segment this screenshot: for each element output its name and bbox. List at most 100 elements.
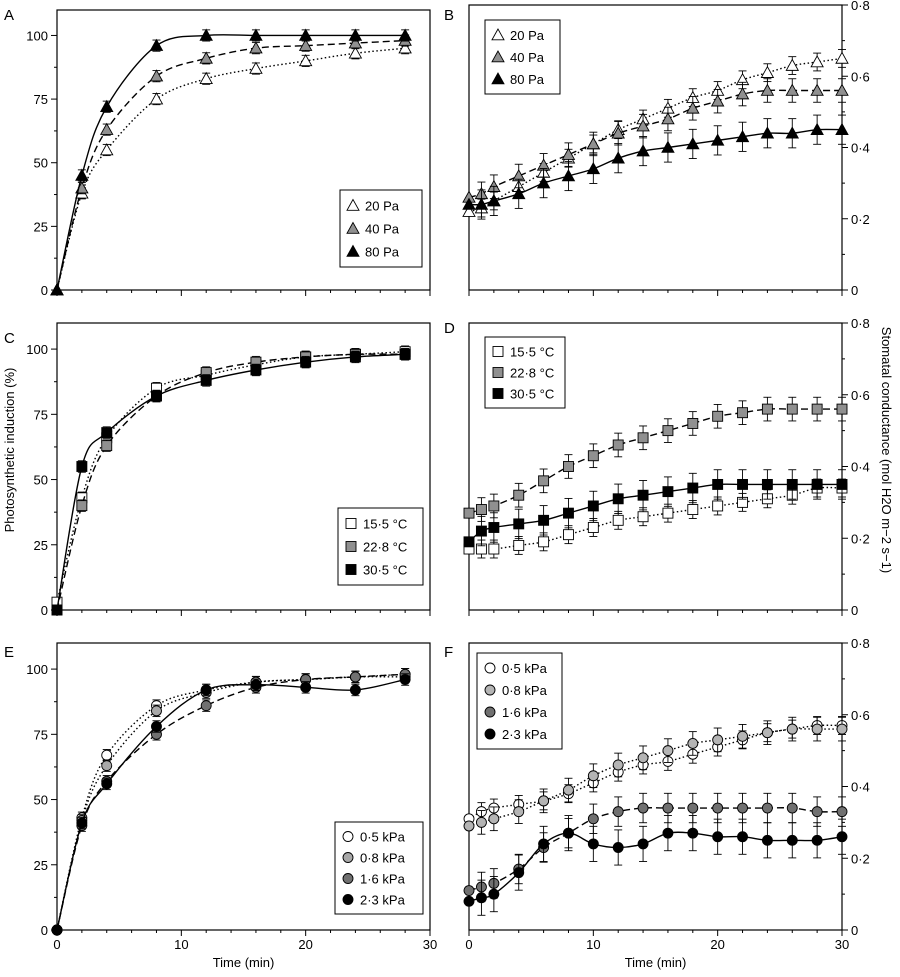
data-point: [835, 83, 849, 96]
data-point: [612, 514, 624, 526]
data-point: [200, 700, 212, 712]
data-point: [99, 143, 114, 156]
data-point: [474, 197, 489, 210]
legend-label: 1·6 kPa: [360, 872, 406, 887]
data-point: [76, 500, 88, 512]
data-point: [662, 486, 674, 498]
data-point: [463, 895, 475, 907]
data-point: [249, 28, 263, 41]
legend-label: 20 Pa: [510, 28, 545, 43]
data-point: [488, 543, 500, 555]
y-tick-label: 0·8: [851, 636, 870, 651]
y-tick-label: 0·4: [851, 141, 870, 156]
data-point: [737, 730, 748, 742]
data-point: [99, 99, 114, 112]
series-line: [56, 353, 406, 611]
data-point: [712, 831, 724, 843]
series-2: [463, 716, 848, 835]
legend-label: 22·8 °C: [363, 540, 407, 555]
data-point: [612, 439, 624, 451]
y-tick-label: 100: [26, 662, 48, 677]
series-3: [50, 28, 412, 296]
data-point: [475, 525, 487, 537]
data-point: [349, 684, 361, 696]
series-line: [468, 724, 843, 820]
data-point: [687, 482, 699, 494]
legend-marker: [345, 518, 357, 529]
legend-marker: [484, 728, 496, 740]
data-point: [348, 46, 363, 59]
data-point: [836, 403, 848, 415]
data-point: [475, 892, 487, 904]
data-point: [737, 478, 748, 490]
series-4: [51, 673, 411, 936]
legend-marker: [484, 706, 496, 718]
data-point: [710, 94, 725, 107]
data-point: [75, 168, 89, 181]
panel-label: A: [4, 7, 14, 24]
data-point: [462, 197, 476, 210]
series-line: [56, 673, 406, 931]
legend-label: 15·5 °C: [363, 517, 407, 532]
data-point: [101, 749, 113, 761]
x-tick-label: 0: [53, 937, 60, 952]
data-point: [513, 539, 525, 551]
legend-marker: [491, 72, 505, 85]
y-tick-label: 0·2: [851, 212, 870, 227]
legend: 0·5 kPa 0·8 kPa 1·6 kPa 2·3 kPa: [334, 821, 424, 915]
data-point: [612, 806, 624, 818]
data-point: [298, 53, 313, 67]
data-point: [811, 403, 823, 415]
data-point: [785, 126, 800, 139]
legend-marker: [342, 831, 354, 842]
legend-marker: [484, 684, 496, 696]
data-point: [587, 522, 599, 533]
data-point: [761, 802, 773, 814]
data-point: [51, 924, 63, 936]
left-y-axis-label: Photosynthetic induction (%): [2, 368, 17, 533]
y-tick-label: 0·4: [851, 780, 870, 795]
legend-marker: [346, 221, 360, 234]
data-point: [149, 38, 164, 51]
legend-label: 0·5 kPa: [502, 661, 548, 676]
data-point: [811, 806, 823, 818]
data-point: [488, 888, 500, 900]
panel-label: E: [4, 644, 14, 661]
data-point: [687, 802, 699, 814]
legend-marker: [346, 244, 360, 257]
legend-marker: [342, 852, 354, 863]
series-line: [56, 47, 406, 291]
data-point: [835, 122, 849, 135]
data-point: [488, 522, 500, 533]
data-point: [587, 450, 599, 462]
data-point: [662, 425, 674, 437]
data-point: [300, 356, 312, 368]
panel-label: F: [444, 644, 453, 661]
data-point: [662, 745, 674, 757]
legend-label: 2·3 kPa: [360, 893, 406, 908]
data-point: [487, 194, 501, 207]
data-point: [348, 28, 363, 41]
data-point: [538, 838, 550, 850]
y-tick-label: 0·6: [851, 388, 870, 403]
data-point: [349, 671, 361, 683]
y-tick-label: 100: [26, 342, 48, 357]
data-point: [760, 83, 775, 96]
data-point: [836, 478, 848, 490]
series-3: [51, 348, 411, 616]
data-point: [636, 144, 650, 157]
data-point: [151, 721, 162, 732]
data-point: [785, 83, 800, 96]
data-point: [151, 390, 162, 402]
x-axis-label: Time (min): [213, 955, 275, 970]
series-2: [462, 78, 849, 207]
data-point: [349, 351, 361, 363]
data-point: [536, 176, 551, 189]
data-point: [475, 816, 487, 828]
y-tick-label: 0: [851, 283, 858, 298]
data-point: [835, 51, 849, 64]
data-point: [488, 813, 500, 825]
data-point: [463, 507, 475, 519]
series-line: [468, 831, 843, 902]
